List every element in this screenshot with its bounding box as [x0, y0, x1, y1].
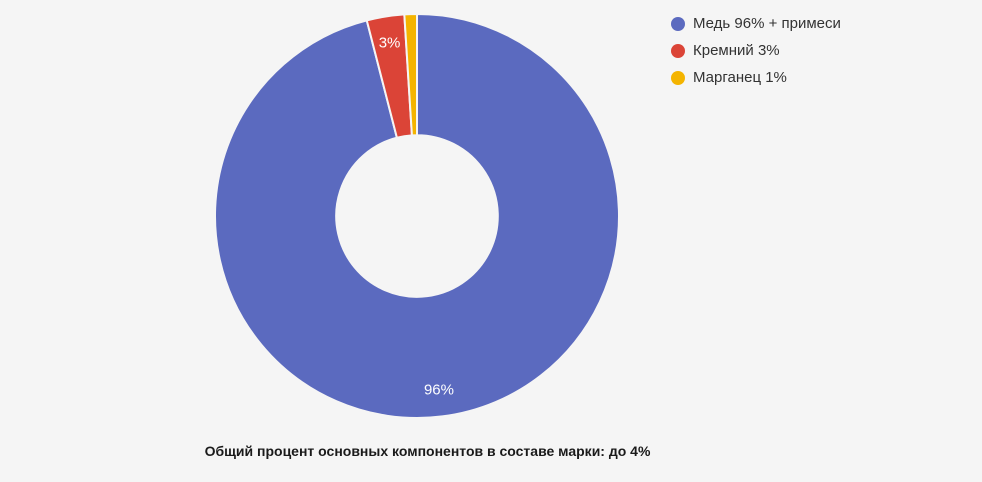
legend-item-label: Медь 96% + примеси: [693, 15, 841, 32]
legend-item-kremnij[interactable]: Кремний 3%: [671, 37, 841, 64]
legend-item-label: Марганец 1%: [693, 69, 787, 86]
pie-slice-2[interactable]: [403, 12, 418, 137]
legend-item-label: Кремний 3%: [693, 42, 780, 59]
slice-label-0: 96%: [424, 381, 454, 398]
slice-label-1: 3%: [379, 34, 401, 51]
legend-item-medj[interactable]: Медь 96% + примеси: [671, 10, 841, 37]
pie-slice-0[interactable]: [214, 12, 620, 419]
legend-color-swatch: [671, 43, 685, 58]
legend-item-marganec[interactable]: Марганец 1%: [671, 64, 841, 91]
chart-legend: Медь 96% + примеси Кремний 3% Марганец 1…: [671, 10, 841, 91]
chart-caption: Общий процент основных компонентов в сос…: [204, 443, 651, 459]
legend-color-swatch: [671, 16, 685, 31]
pie-slices-group: [214, 12, 620, 419]
slice-labels-group: 96% 3%: [379, 34, 454, 398]
legend-color-swatch: [671, 70, 685, 85]
